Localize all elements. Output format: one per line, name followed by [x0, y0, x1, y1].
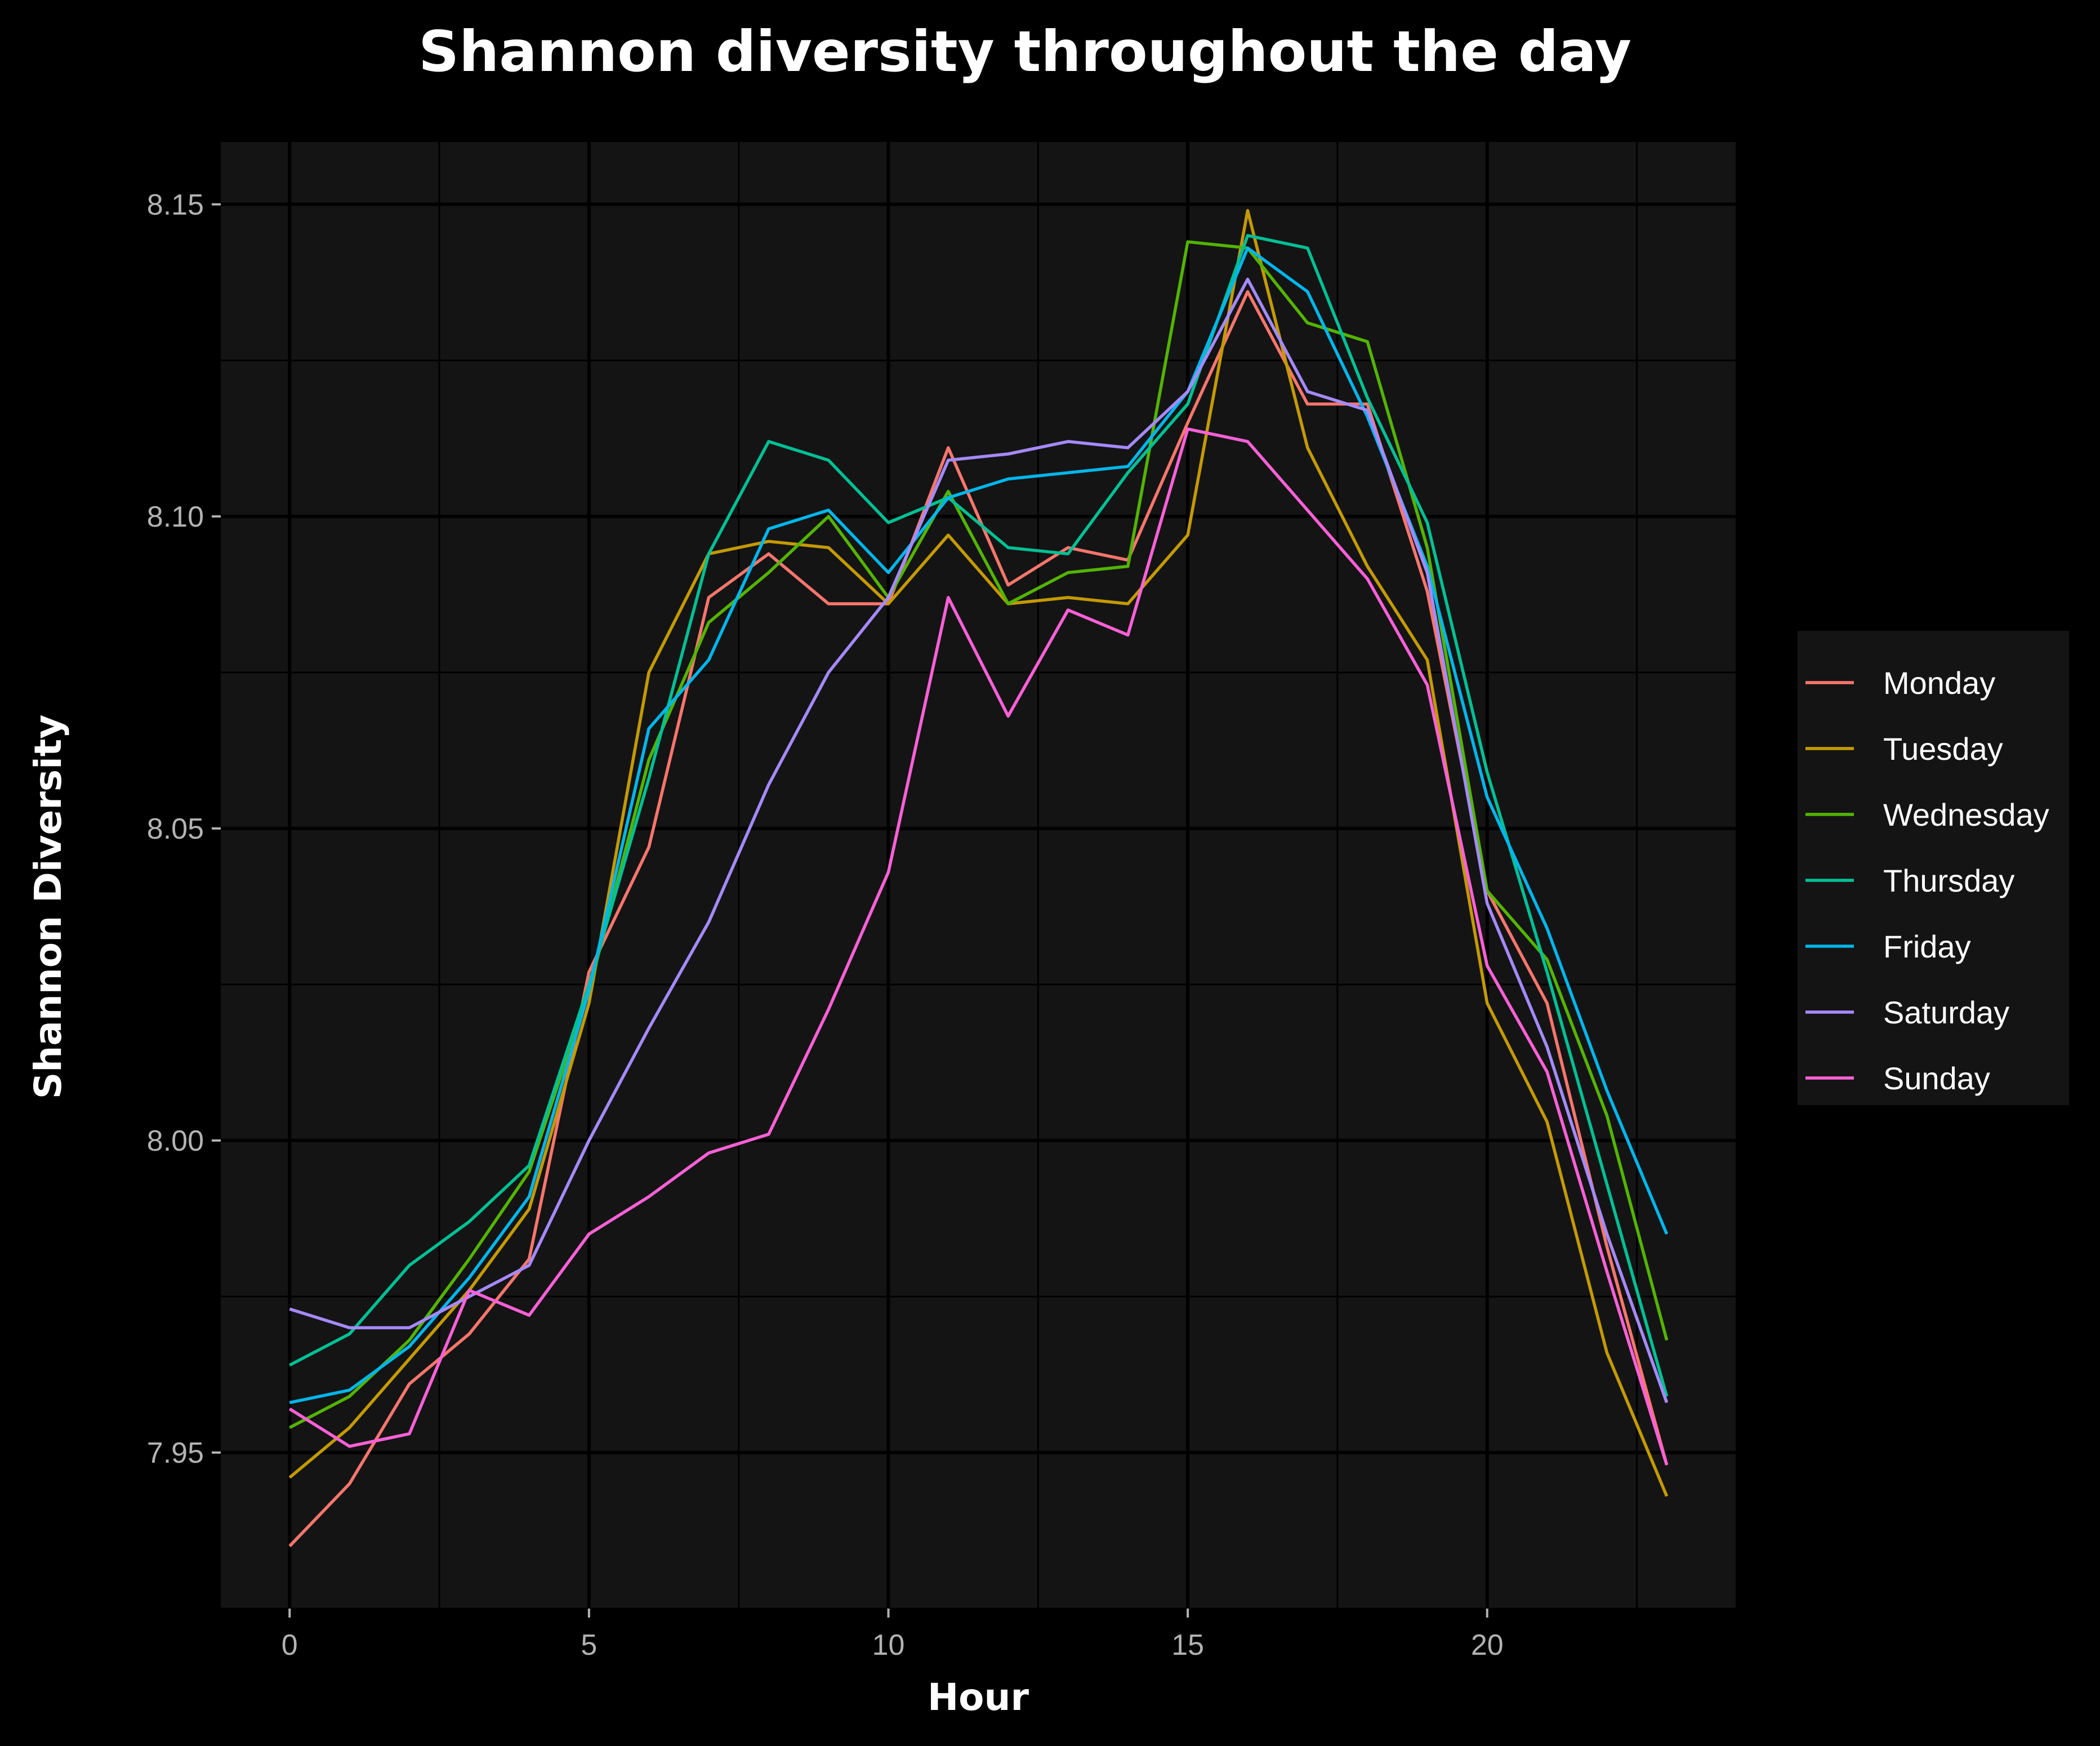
x-tick-label: 20: [1471, 1629, 1504, 1662]
legend-label-thursday: Thursday: [1883, 863, 2014, 898]
legend-label-monday: Monday: [1883, 665, 1995, 701]
legend-label-tuesday: Tuesday: [1883, 731, 2003, 767]
y-tick-label: 8.15: [147, 189, 204, 221]
y-tick-label: 8.10: [147, 501, 204, 533]
series-line-sunday: [288, 427, 1669, 1466]
legend-label-friday: Friday: [1883, 929, 1971, 964]
legend-label-sunday: Sunday: [1883, 1061, 1990, 1096]
minor-gridlines: [221, 142, 1736, 1610]
series-line-thursday: [289, 234, 1669, 1397]
y-axis-title: Shannon Diversity: [26, 715, 70, 1099]
legend: Monday Tuesday Wednesday Thursday Friday Satu…: [1798, 631, 2069, 1105]
x-axis-ticks: 0 5 10 15 20: [282, 1609, 1504, 1662]
x-tick-label: 5: [581, 1629, 597, 1662]
series-line-tuesday: [288, 209, 1669, 1497]
legend-label-wednesday: Wednesday: [1883, 797, 2049, 832]
y-tick-label: 8.00: [147, 1125, 204, 1157]
x-tick-label: 10: [872, 1629, 905, 1662]
x-axis-title: Hour: [928, 1676, 1029, 1719]
y-axis-ticks: 7.95 8.00 8.05 8.10 8.15: [147, 189, 221, 1469]
y-tick-label: 7.95: [147, 1437, 204, 1469]
chart-title: Shannon diversity throughout the day: [418, 19, 1631, 84]
x-tick-label: 0: [282, 1629, 298, 1662]
plot-panel: [221, 142, 1736, 1609]
series-line-saturday: [289, 278, 1669, 1404]
legend-label-saturday: Saturday: [1883, 995, 2009, 1030]
y-tick-label: 8.05: [147, 813, 204, 845]
x-tick-label: 15: [1171, 1629, 1204, 1662]
series-lines: [288, 209, 1669, 1548]
legend-background: [1798, 631, 2069, 1105]
series-line-friday: [289, 246, 1669, 1404]
